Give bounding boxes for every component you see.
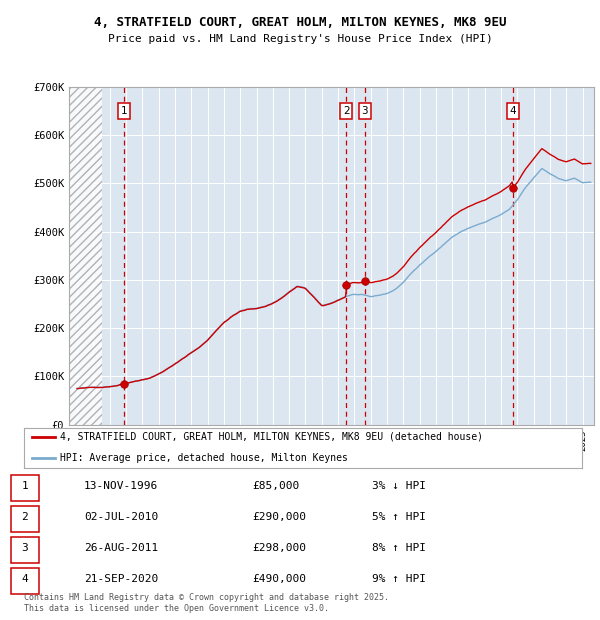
Text: 02-JUL-2010: 02-JUL-2010 [84,512,158,522]
Text: £85,000: £85,000 [252,481,299,491]
Text: 4: 4 [509,106,516,116]
Text: 13-NOV-1996: 13-NOV-1996 [84,481,158,491]
Text: £298,000: £298,000 [252,543,306,553]
Text: 3% ↓ HPI: 3% ↓ HPI [372,481,426,491]
Text: 4: 4 [22,574,28,584]
Text: 4, STRATFIELD COURT, GREAT HOLM, MILTON KEYNES, MK8 9EU: 4, STRATFIELD COURT, GREAT HOLM, MILTON … [94,16,506,29]
Text: 5% ↑ HPI: 5% ↑ HPI [372,512,426,522]
Text: £290,000: £290,000 [252,512,306,522]
Text: 2: 2 [343,106,349,116]
Text: 3: 3 [362,106,368,116]
Text: 9% ↑ HPI: 9% ↑ HPI [372,574,426,584]
Text: 1: 1 [22,481,28,491]
Text: 21-SEP-2020: 21-SEP-2020 [84,574,158,584]
Text: 26-AUG-2011: 26-AUG-2011 [84,543,158,553]
Text: 8% ↑ HPI: 8% ↑ HPI [372,543,426,553]
Text: 3: 3 [22,543,28,553]
Text: 1: 1 [121,106,127,116]
Text: 2: 2 [22,512,28,522]
Text: 4, STRATFIELD COURT, GREAT HOLM, MILTON KEYNES, MK8 9EU (detached house): 4, STRATFIELD COURT, GREAT HOLM, MILTON … [60,432,483,441]
Text: Price paid vs. HM Land Registry's House Price Index (HPI): Price paid vs. HM Land Registry's House … [107,34,493,44]
Text: HPI: Average price, detached house, Milton Keynes: HPI: Average price, detached house, Milt… [60,453,348,463]
Text: Contains HM Land Registry data © Crown copyright and database right 2025.
This d: Contains HM Land Registry data © Crown c… [24,593,389,613]
Text: £490,000: £490,000 [252,574,306,584]
Bar [69,87,101,425]
